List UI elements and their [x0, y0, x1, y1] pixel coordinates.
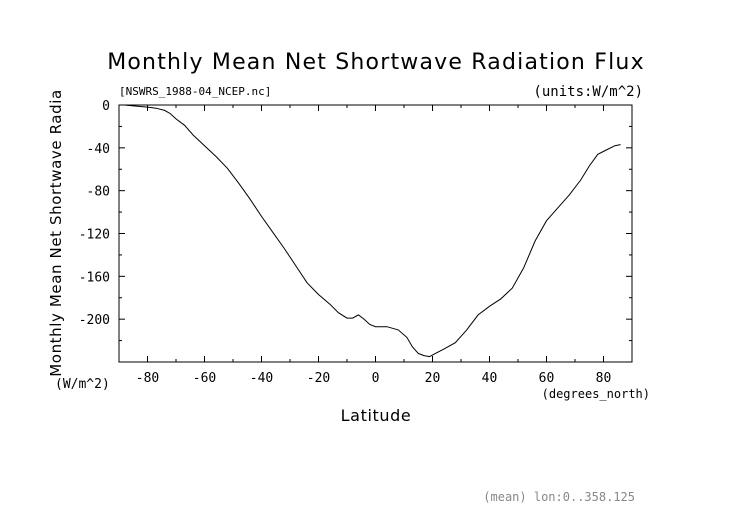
x-tick-label-6: 40: [482, 371, 498, 386]
footer-note: (mean) lon:0..358.125: [483, 490, 635, 504]
x-tick-label-7: 60: [539, 371, 555, 386]
tick-labels: -80 -60 -40 -20 0 20 40 60 800-40-80-120-160-200: [79, 99, 612, 386]
chart-subtitle-right: (units:W/m^2): [533, 84, 643, 100]
x-tick-label-3: -20: [307, 371, 330, 386]
x-tick-label-1: -60: [193, 371, 216, 386]
x-axis-label: Latitude: [341, 406, 412, 425]
x-tick-label-8: 80: [596, 371, 612, 386]
x-tick-label-0: -80: [136, 371, 159, 386]
chart-title: Monthly Mean Net Shortwave Radiation Flu…: [107, 50, 645, 75]
y-tick-label-5: -200: [79, 313, 110, 328]
y-axis-units: (W/m^2): [55, 377, 110, 392]
chart-subtitle-left: [NSWRS_1988-04_NCEP.nc]: [119, 85, 271, 98]
x-tick-label-4: 0: [372, 371, 380, 386]
plot-area: [118, 104, 633, 363]
y-tick-label-0: 0: [102, 99, 110, 114]
y-tick-label-3: -120: [79, 228, 110, 243]
x-tick-label-5: 20: [425, 371, 441, 386]
y-axis-label: Monthly Mean Net Shortwave Radia: [47, 89, 65, 377]
y-axis-title: Monthly Mean Net Shortwave Radia: [47, 89, 65, 377]
y-tick-label-4: -160: [79, 270, 110, 285]
plot-frame: [118, 104, 633, 363]
series-line: [124, 104, 621, 358]
y-tick-label-2: -80: [87, 185, 110, 200]
y-tick-label-1: -40: [87, 142, 110, 157]
ticks: [118, 104, 633, 363]
x-tick-label-2: -40: [250, 371, 273, 386]
x-axis-units: (degrees_north): [542, 387, 650, 401]
